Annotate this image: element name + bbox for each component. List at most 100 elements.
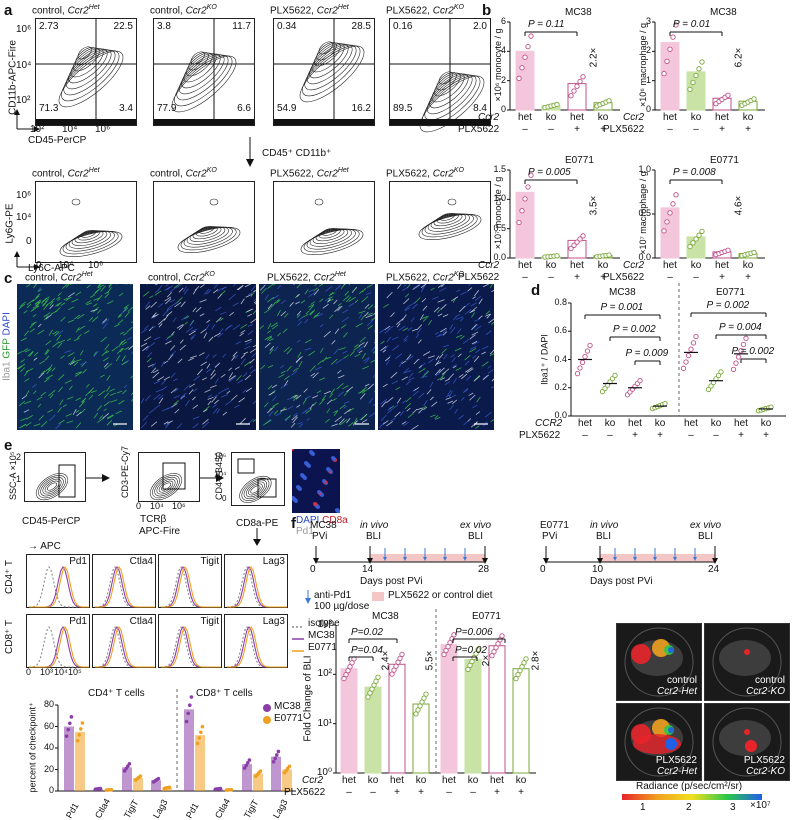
e-bar-dot — [66, 728, 70, 732]
contour-svg — [390, 182, 490, 262]
f-antipd1: anti-Pd1 — [314, 590, 351, 601]
d-pval: P = 0.001 — [601, 302, 644, 313]
c-title: control, Ccr2Het — [25, 271, 93, 283]
f-bli-l1: control — [746, 675, 785, 686]
c-title-prefix: PLX5622, — [386, 272, 433, 283]
f-plx-label: PLX5622 — [284, 787, 325, 798]
d-dot — [686, 353, 690, 357]
e-gate-svg — [232, 453, 284, 505]
e-gate-label: 10⁴ — [150, 501, 164, 511]
b-dot — [555, 102, 559, 106]
a-quad-ul: 2.73 — [39, 21, 58, 32]
d-dot — [689, 347, 693, 351]
c-title-geno: Ccr2 — [314, 272, 335, 283]
e-bar-dot — [272, 760, 276, 764]
d-dot — [684, 360, 688, 364]
a-top-ytick: 10² — [16, 95, 30, 106]
b-ccr2-label: Ccr2 — [623, 112, 644, 123]
b-plx-val: + — [568, 272, 586, 283]
b-fold: 2.2× — [588, 48, 599, 68]
b-ccr2-val: ko — [687, 112, 705, 123]
e-bar-dot — [168, 785, 172, 789]
a-title-geno: Ccr2 — [186, 5, 207, 16]
e-histogram: Tigit — [158, 614, 222, 668]
b-dot — [694, 73, 698, 77]
b-chart-svg — [510, 22, 620, 110]
e-left-title: CD4⁺ T cells — [88, 688, 145, 699]
b-dot — [526, 185, 530, 189]
d-ccr2-val: het — [626, 418, 644, 429]
a-quad-ll: 77.9 — [157, 103, 176, 114]
a-quad-lr: 3.4 — [119, 103, 133, 114]
f-tl-exvivo: ex vivo — [460, 520, 491, 531]
d-dot — [719, 370, 723, 374]
b-chart-title: MC38 — [710, 7, 737, 18]
a-top-title: control, Ccr2KO — [150, 4, 217, 16]
a-title-sup: Het — [89, 4, 100, 11]
b-plx-val: + — [739, 124, 757, 135]
e-histogram: Lag3 — [224, 554, 288, 608]
b-dot — [526, 44, 530, 48]
e-bar-dot — [68, 721, 72, 725]
b-dot — [752, 250, 756, 254]
a-title-sup: KO — [454, 167, 464, 174]
f-tl-pvi: PVi — [312, 531, 327, 542]
e-bar-ytick: 0 — [40, 785, 54, 795]
f-bli-l1: control — [657, 675, 697, 686]
d-pval: P = 0.002 — [732, 346, 775, 357]
f-bli-l2: Ccr2-Het — [657, 686, 697, 697]
f-tl-invivo: in vivo — [360, 520, 388, 531]
b-chart-title: E0771 — [565, 155, 594, 166]
d-ccr2-val: ko — [707, 418, 725, 429]
b-plx-label: PLX5622 — [603, 124, 644, 135]
c-title-prefix: control, — [25, 272, 61, 283]
b-dot — [668, 47, 672, 51]
c-title-sup: KO — [205, 271, 215, 278]
a-top-x-label: CD45-PerCP — [28, 135, 86, 146]
b-dot — [607, 99, 611, 103]
e-apc-text: APC — [40, 541, 61, 552]
a-title-sup: Het — [338, 4, 349, 11]
e-hist-xtick: 10⁵ — [68, 667, 82, 677]
f-plx-val: – — [363, 787, 383, 798]
f-tl-invivo: in vivo — [590, 520, 618, 531]
b-ytick: 1.0 — [633, 164, 651, 174]
b-ccr2-val: ko — [594, 260, 612, 271]
b-plx-val: + — [713, 272, 731, 283]
a-quad-ur: 2.0 — [473, 21, 487, 32]
b-plx-val: – — [516, 272, 534, 283]
f-dot — [376, 675, 380, 679]
e-bar-dot — [77, 733, 81, 737]
f-bar — [389, 664, 405, 773]
f-ccr2-val: het — [339, 775, 359, 786]
d-ytick: 0.4 — [549, 354, 567, 364]
d-pval: P = 0.002 — [613, 324, 656, 335]
b-plx-val: – — [687, 272, 705, 283]
d-plx-val: – — [682, 430, 700, 441]
f-dot — [500, 634, 504, 638]
d-plx-val: + — [651, 430, 669, 441]
d-plx-val: + — [626, 430, 644, 441]
b-plx-val: + — [568, 124, 586, 135]
a-title-geno: Ccr2 — [433, 5, 454, 16]
e-apc-label: → APC — [28, 541, 61, 552]
d-plx-val: + — [732, 430, 750, 441]
a-quad-lr: 16.2 — [352, 103, 371, 114]
c-label-dapi: DAPI — [2, 312, 13, 335]
e-bar-dot — [79, 727, 83, 731]
a-title-prefix: PLX5622, — [386, 5, 433, 16]
e-hist-svg — [27, 615, 89, 667]
b-plx-val: – — [661, 124, 679, 135]
f-tl-tick: 28 — [478, 564, 489, 575]
b-ytick: 2 — [488, 75, 506, 85]
a-quad-ur: 28.5 — [352, 21, 371, 32]
b-pval: P = 0.008 — [673, 167, 716, 178]
f-ytick: 10² — [312, 668, 332, 679]
d-dot — [583, 354, 587, 358]
d-dot — [694, 334, 698, 338]
d-dot — [691, 341, 695, 345]
e-bar-dot — [128, 762, 132, 766]
d-ccr2-val: ko — [651, 418, 669, 429]
